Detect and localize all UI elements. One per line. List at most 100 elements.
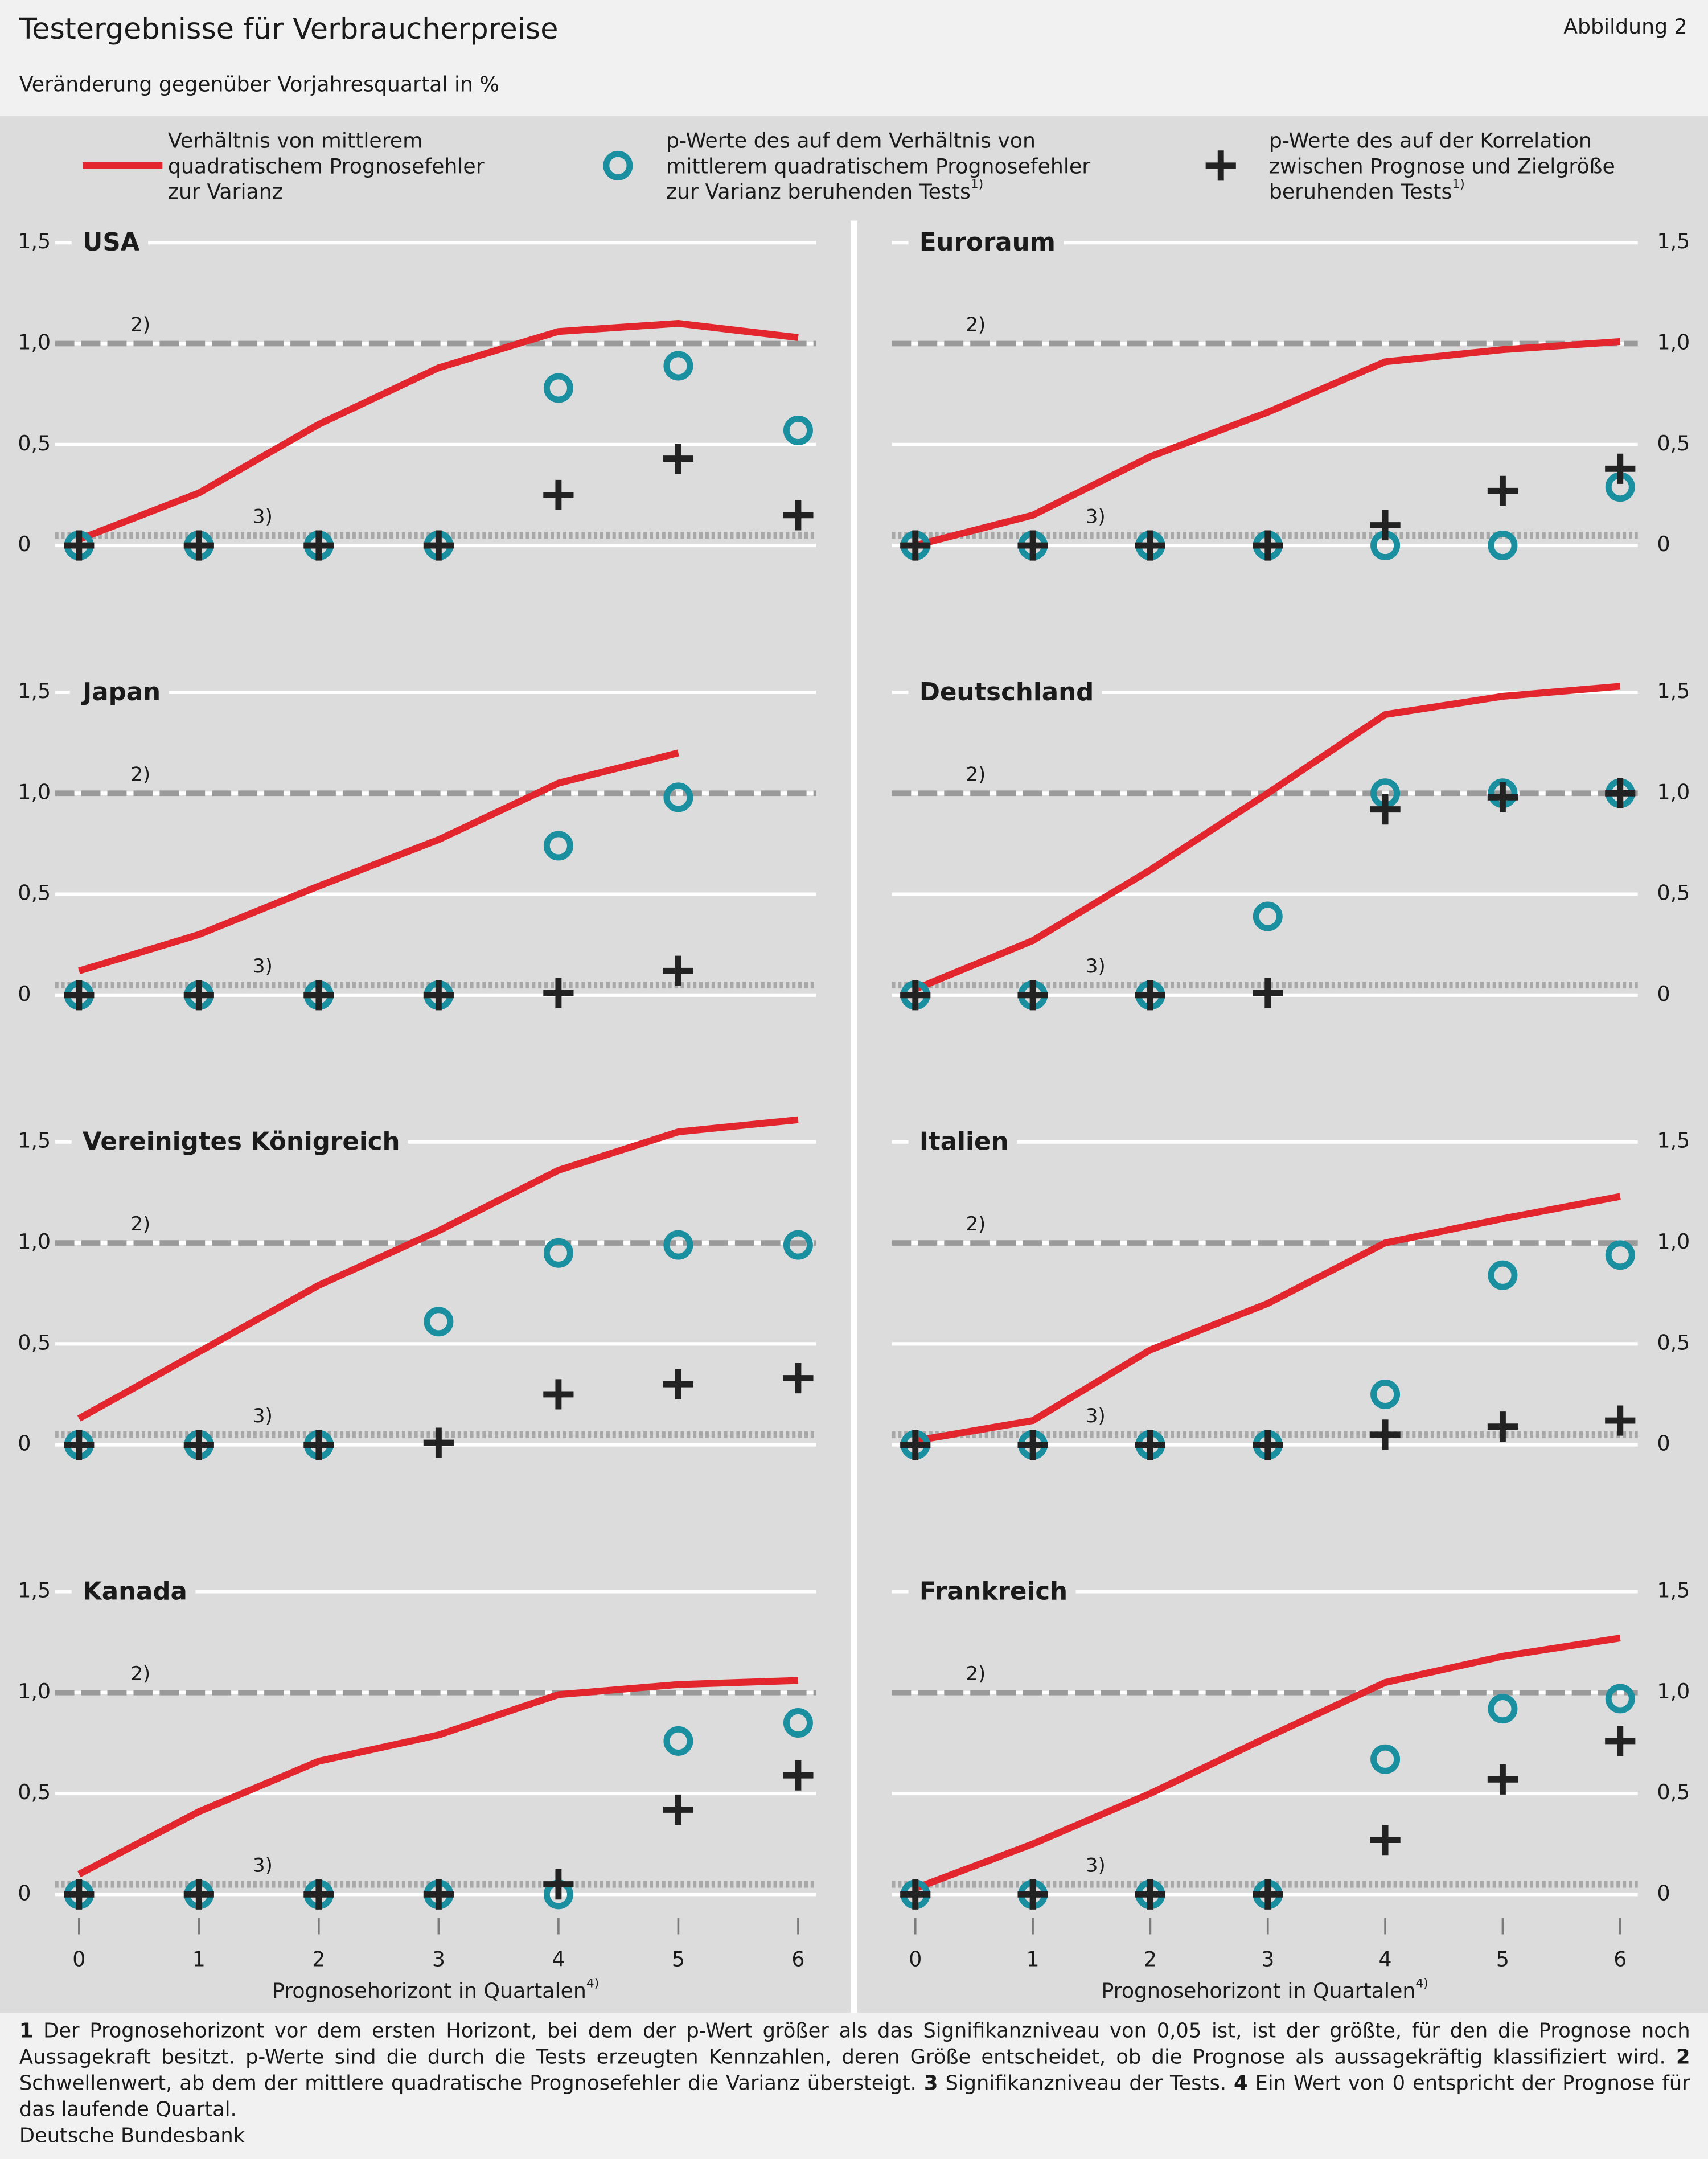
p-value-plus xyxy=(783,1362,814,1394)
divider xyxy=(850,220,858,2013)
p-value-circle xyxy=(1605,1240,1635,1270)
figure-label: Abbildung 2 xyxy=(1563,14,1688,39)
panel-title-bg xyxy=(71,228,149,257)
p-value-plus xyxy=(1605,1726,1636,1756)
legend-note: 1) xyxy=(971,178,983,192)
p-value-plus xyxy=(900,980,931,1011)
p-value-circle xyxy=(1488,531,1518,561)
y-tick-label: 1,0 xyxy=(1657,1229,1690,1254)
ratio-line xyxy=(77,319,799,543)
ratio-line xyxy=(914,338,1621,549)
reference-label: 3) xyxy=(253,1405,273,1427)
p-value-circle xyxy=(543,1238,573,1268)
panel-title: Euroraum xyxy=(919,228,1056,257)
x-axis-label-text: Prognosehorizont in Quartalen xyxy=(1101,1979,1415,2003)
panel-title-bg xyxy=(908,228,1064,257)
x-tick-label: 2 xyxy=(1144,1947,1157,1971)
y-tick-label: 0 xyxy=(1657,982,1670,1006)
ratio-line xyxy=(914,683,1621,992)
y-tick-label: 1,5 xyxy=(1657,679,1690,703)
y-tick-label: 0 xyxy=(1657,1431,1670,1456)
p-value-plus xyxy=(900,1429,931,1460)
reference-label: 3) xyxy=(1086,505,1106,527)
reference-label: 2) xyxy=(966,314,986,336)
p-value-circle xyxy=(663,1230,693,1260)
x-axis-label-note: 4) xyxy=(586,1976,599,1990)
p-value-plus xyxy=(64,1879,95,1910)
legend-circle xyxy=(603,150,633,180)
y-tick-label: 1,5 xyxy=(18,1128,51,1153)
reference-label: 3) xyxy=(1086,1854,1106,1877)
p-value-circle xyxy=(1488,1694,1518,1724)
panel-title: Italien xyxy=(919,1128,1009,1156)
p-value-plus xyxy=(303,1879,334,1910)
y-tick-label: 1,0 xyxy=(1657,1679,1690,1704)
y-tick-label: 1,0 xyxy=(18,1679,51,1704)
p-value-circle xyxy=(1605,1684,1635,1714)
y-tick-label: 0,5 xyxy=(1657,1330,1690,1354)
p-value-plus xyxy=(1017,980,1048,1011)
reference-label: 3) xyxy=(253,505,273,527)
panel-title: Japan xyxy=(81,678,161,707)
x-tick-label: 4 xyxy=(1379,1947,1392,1971)
footnote-number: 2 xyxy=(1676,2046,1690,2070)
p-value-plus xyxy=(783,1760,814,1791)
p-value-plus xyxy=(663,955,694,986)
ratio-line xyxy=(914,1635,1621,1892)
legend-line-text: quadratischem Prognosefehler xyxy=(168,154,485,178)
p-value-plus xyxy=(423,980,454,1011)
p-value-circle xyxy=(1370,1379,1401,1409)
footnote-body: Der Prognosehorizont vor dem ersten Hori… xyxy=(19,2020,1690,2070)
reference-label: 2) xyxy=(130,314,150,336)
p-value-plus xyxy=(183,980,214,1011)
y-tick-label: 0 xyxy=(1657,532,1670,556)
reference-label: 2) xyxy=(130,763,150,785)
y-tick-label: 1,0 xyxy=(18,330,51,354)
footnote-body: Schwellenwert, ab dem der mittlere quadr… xyxy=(19,2071,917,2096)
p-value-plus xyxy=(423,1427,454,1458)
p-value-plus xyxy=(900,530,931,561)
reference-label: 3) xyxy=(1086,1405,1106,1427)
footnote-body: Signifikanzniveau der Tests. xyxy=(945,2071,1227,2096)
p-value-plus xyxy=(543,479,574,510)
p-value-circle xyxy=(663,782,693,812)
p-value-plus xyxy=(783,500,814,531)
panel-title-bg xyxy=(908,1127,1017,1156)
p-value-plus xyxy=(663,1369,694,1399)
source: Deutsche Bundesbank xyxy=(19,2124,245,2148)
x-tick-label: 4 xyxy=(552,1947,565,1971)
footnote-body: Ein Wert von 0 entspricht der Prognose f… xyxy=(19,2071,1690,2117)
x-axis-label: Prognosehorizont in Quartalen4) xyxy=(272,1976,599,2003)
y-tick-label: 1,5 xyxy=(18,679,51,703)
p-value-plus xyxy=(183,1879,214,1910)
x-tick-label: 1 xyxy=(1027,1947,1040,1971)
p-value-plus xyxy=(1370,794,1401,825)
ratio-line xyxy=(77,1116,799,1422)
p-value-plus xyxy=(900,1879,931,1910)
p-value-plus xyxy=(64,980,95,1011)
title: Testergebnisse für Verbraucherpreise xyxy=(19,12,559,46)
y-tick-label: 0,5 xyxy=(18,1330,51,1354)
p-value-plus xyxy=(303,980,334,1011)
legend-line-text: p-Werte des auf der Korrelation xyxy=(1269,129,1592,153)
p-value-plus xyxy=(1253,978,1283,1008)
x-tick-label: 6 xyxy=(791,1947,804,1971)
x-axis-label: Prognosehorizont in Quartalen4) xyxy=(1101,1976,1428,2003)
x-tick-label: 5 xyxy=(672,1947,685,1971)
p-value-circle xyxy=(1370,1744,1401,1774)
panel-title: Kanada xyxy=(83,1577,187,1606)
panel-title-bg xyxy=(69,678,169,707)
p-value-plus xyxy=(543,1869,574,1900)
footnotes: 1 Der Prognosehorizont vor dem ersten Ho… xyxy=(19,2020,1690,2117)
ratio-line xyxy=(78,749,679,975)
reference-label: 2) xyxy=(966,1213,986,1235)
legend-line-text: zwischen Prognose und Zielgröße xyxy=(1269,154,1615,178)
p-value-circle xyxy=(543,373,573,403)
reference-label: 2) xyxy=(130,1663,150,1685)
legend-label: p-Werte des auf der Korrelation zwischen … xyxy=(1269,129,1615,204)
legend-label: p-Werte des auf dem Verhältnis von mittle… xyxy=(666,129,1090,204)
y-tick-label: 0,5 xyxy=(1657,1780,1690,1804)
p-value-circle xyxy=(783,1708,813,1738)
p-value-plus xyxy=(1253,1429,1283,1460)
